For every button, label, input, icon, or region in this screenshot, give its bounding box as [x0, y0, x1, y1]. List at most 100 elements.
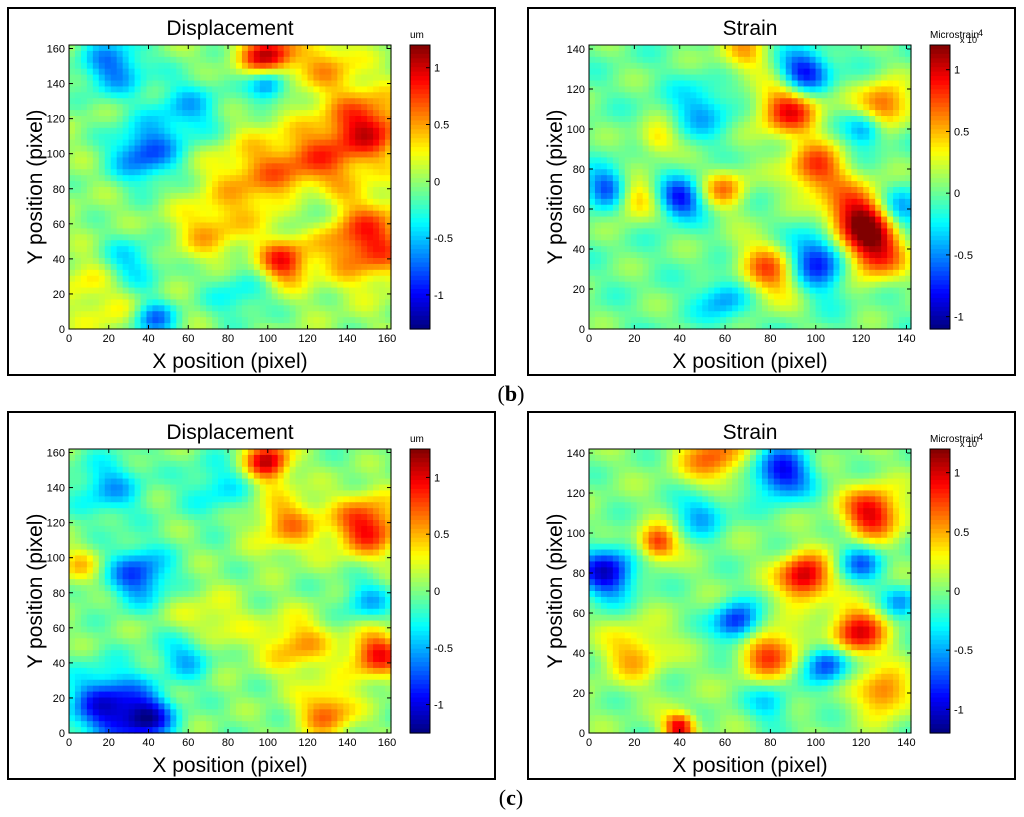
heatmap-cell	[863, 133, 870, 141]
heatmap-cell	[654, 222, 662, 230]
heatmap-cell	[809, 228, 817, 235]
heatmap-cell	[200, 104, 207, 111]
heatmap-cell	[624, 116, 632, 123]
heatmap-cell	[146, 133, 154, 141]
heatmap-cell	[80, 192, 88, 200]
heatmap-cell	[158, 133, 165, 141]
heatmap-cell	[146, 104, 154, 111]
heatmap-cell	[696, 240, 703, 247]
heatmap-cell	[337, 110, 344, 117]
heatmap-cell	[863, 127, 870, 135]
heatmap-cell	[92, 293, 100, 301]
heatmap-cell	[247, 234, 255, 241]
heatmap-cell	[373, 222, 380, 230]
heatmap-cell	[230, 311, 237, 318]
heatmap-cell	[696, 74, 703, 82]
heatmap-cell	[301, 275, 309, 283]
heatmap-cell	[241, 263, 249, 271]
heatmap-cell	[289, 145, 297, 153]
heatmap-cell	[361, 104, 368, 111]
heatmap-cell	[720, 181, 727, 188]
heatmap-cell	[104, 311, 112, 318]
heatmap-cell	[361, 127, 368, 135]
heatmap-cell	[92, 311, 100, 318]
heatmap-cell	[845, 121, 852, 129]
heatmap-cell	[708, 281, 715, 289]
heatmap-cell	[343, 139, 350, 147]
heatmap-cell	[678, 175, 685, 182]
heatmap-cell	[152, 317, 160, 324]
heatmap-cell	[241, 104, 249, 111]
heatmap-cell	[92, 45, 100, 52]
heatmap-cell	[331, 110, 338, 117]
heatmap-cell	[74, 293, 82, 301]
heatmap-cell	[86, 204, 94, 212]
heatmap-cell	[630, 252, 638, 259]
heatmap-cell	[337, 311, 344, 318]
heatmap-cell	[265, 74, 273, 82]
heatmap-cell	[74, 323, 82, 330]
heatmap-cell	[630, 181, 638, 188]
heatmap-cell	[319, 157, 326, 164]
heatmap-cell	[92, 50, 100, 58]
heatmap-cell	[696, 133, 703, 141]
heatmap-cell	[839, 287, 846, 295]
heatmap-cell	[594, 50, 602, 58]
heatmap-cell	[325, 139, 332, 147]
heatmap-cell	[331, 234, 338, 241]
heatmap-cell	[343, 299, 350, 306]
heatmap-cell	[857, 269, 864, 277]
heatmap-cell	[767, 198, 775, 206]
colorbar-segment	[410, 315, 430, 321]
heatmap-cell	[767, 228, 775, 235]
heatmap-cell	[194, 133, 201, 141]
heatmap-cell	[158, 50, 165, 58]
heatmap-cell	[845, 216, 852, 224]
heatmap-cell	[343, 216, 350, 224]
heatmap-cell	[612, 204, 620, 212]
colorbar-tick-label: 0.5	[434, 120, 449, 132]
heatmap-cell	[235, 204, 243, 212]
heatmap-cell	[851, 151, 858, 159]
heatmap-cell	[74, 258, 82, 265]
heatmap-cell	[235, 299, 243, 306]
heatmap-cell	[361, 86, 368, 93]
heatmap-cell	[833, 187, 841, 194]
x-tick-label: 80	[222, 333, 234, 345]
heatmap-cell	[624, 145, 632, 153]
heatmap-cell	[331, 222, 338, 230]
heatmap-cell	[648, 263, 656, 271]
panel-strain-b: 0 20 40 60 80 100 120 140 0 20 40 60 80 100 120 140 Stra…	[527, 7, 1016, 376]
heatmap-cell	[182, 110, 189, 117]
heatmap-cell	[845, 187, 852, 194]
heatmap-cell	[86, 252, 94, 259]
heatmap-cell	[732, 281, 739, 289]
heatmap-cell	[803, 293, 811, 301]
heatmap-cell	[176, 163, 183, 170]
heatmap-cell	[289, 240, 297, 247]
heatmap-cell	[738, 305, 745, 312]
heatmap-cell	[594, 104, 602, 111]
heatmap-cell	[224, 151, 231, 159]
heatmap-cell	[361, 169, 368, 176]
heatmap-cell	[104, 181, 112, 188]
heatmap-cell	[606, 234, 614, 241]
heatmap-cell	[283, 305, 291, 312]
heatmap-cell	[247, 293, 255, 301]
heatmap-cell	[594, 56, 602, 64]
heatmap-cell	[349, 210, 356, 218]
heatmap-cell	[194, 187, 201, 194]
heatmap-cell	[116, 317, 124, 324]
heatmap-cell	[791, 311, 799, 318]
heatmap-cell	[773, 169, 781, 176]
heatmap-cell	[218, 169, 225, 176]
heatmap-cell	[845, 56, 852, 64]
heatmap-cell	[660, 216, 668, 224]
heatmap-cell	[98, 228, 106, 235]
heatmap-cell	[80, 127, 88, 135]
heatmap-cell	[636, 80, 644, 88]
heatmap-cell	[235, 74, 243, 82]
heatmap-cell	[827, 293, 835, 301]
heatmap-cell	[355, 127, 362, 135]
heatmap-cell	[809, 181, 817, 188]
